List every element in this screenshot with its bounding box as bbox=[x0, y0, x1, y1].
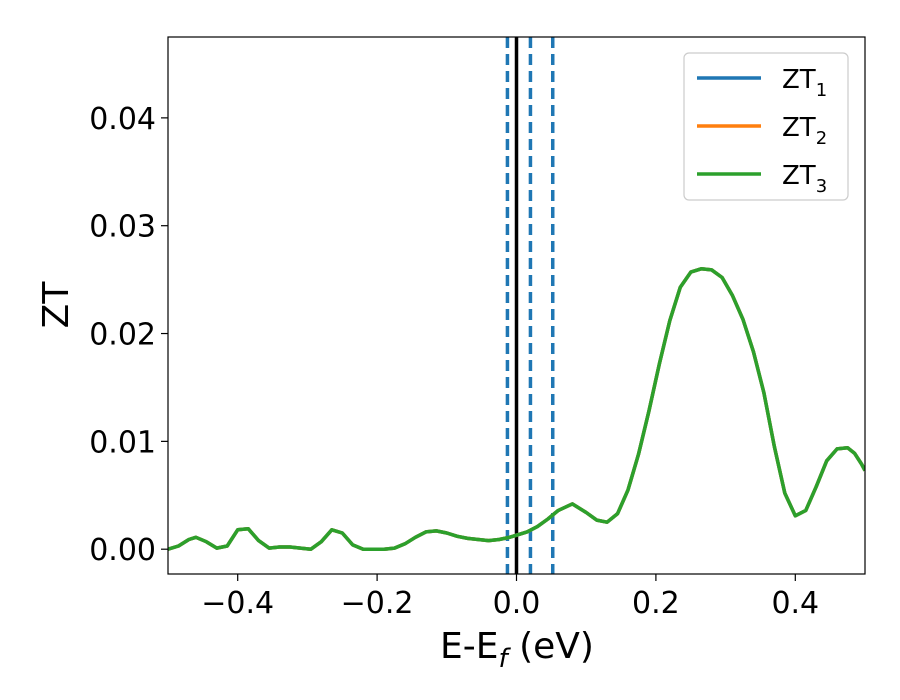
x-tick-label: 0.4 bbox=[771, 586, 819, 621]
x-axis-title-main: E-E bbox=[440, 626, 498, 667]
data-layer bbox=[168, 37, 865, 574]
series-line-zt3 bbox=[168, 267, 865, 551]
x-tick-label: −0.2 bbox=[341, 586, 414, 621]
legend-frame bbox=[683, 52, 849, 201]
legend: ZT1 ZT2 ZT3 bbox=[683, 52, 849, 201]
y-tick-label: 0.03 bbox=[89, 210, 156, 245]
x-tick-label: 0.2 bbox=[632, 586, 680, 621]
legend-label-zt1: ZT1 bbox=[782, 65, 827, 101]
x-axis: −0.4 −0.2 0.0 0.2 0.4 bbox=[201, 574, 819, 621]
legend-label-zt3: ZT3 bbox=[782, 161, 827, 197]
x-tick-label: 0.0 bbox=[493, 586, 541, 621]
y-axis-title: ZT bbox=[36, 281, 77, 329]
y-tick-label: 0.04 bbox=[89, 102, 156, 137]
legend-label-zt2: ZT2 bbox=[782, 113, 827, 149]
x-tick-label: −0.4 bbox=[201, 586, 274, 621]
y-tick-label: 0.02 bbox=[89, 318, 156, 353]
x-axis-title: E-Ef (eV) bbox=[440, 626, 594, 674]
y-tick-label: 0.01 bbox=[89, 425, 156, 460]
y-axis: 0.00 0.01 0.02 0.03 0.04 bbox=[89, 102, 168, 568]
y-tick-label: 0.00 bbox=[89, 533, 156, 568]
x-axis-title-unit: (eV) bbox=[508, 626, 594, 667]
